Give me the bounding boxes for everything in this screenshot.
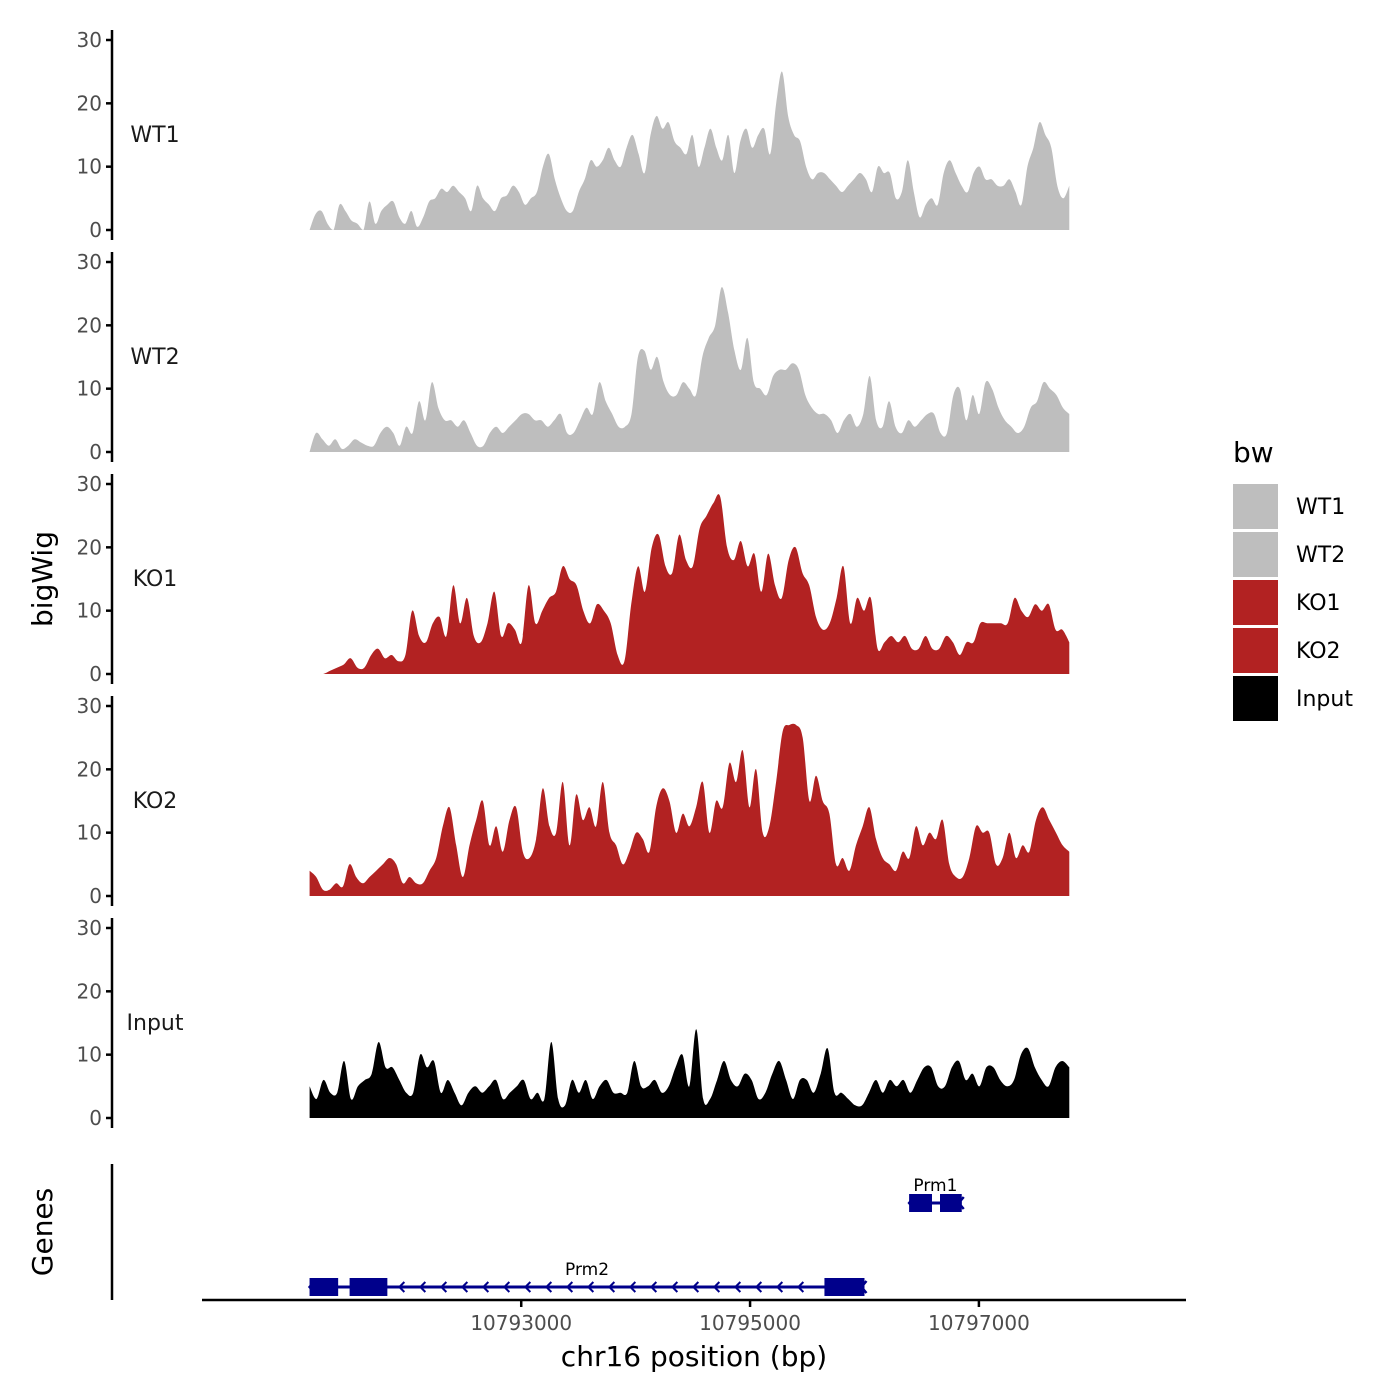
y-tick-label: 10: [77, 155, 102, 179]
legend-swatch-input: [1233, 676, 1278, 721]
gene-models: Prm1 Prm2: [307, 1176, 965, 1296]
strand-arrow: [397, 1281, 406, 1293]
legend-title: bw: [1233, 436, 1274, 469]
x-axis: 10793000 10795000 10797000 chr16 position …: [202, 1298, 1186, 1373]
track-wt2: 0 10 20 30 WT2: [77, 250, 1070, 464]
x-tick-label: 10797000: [928, 1311, 1030, 1335]
strand-arrow: [607, 1281, 616, 1293]
legend-item-ko2: KO2: [1233, 628, 1341, 673]
legend-swatch-wt2: [1233, 532, 1278, 577]
y-tick-label: 30: [77, 472, 102, 496]
y-tick-label: 30: [77, 250, 102, 274]
y-tick-label: 30: [77, 28, 102, 52]
exon-block: [940, 1194, 962, 1212]
strand-arrow: [523, 1281, 532, 1293]
legend: bw WT1 WT2 KO1 KO2 Input: [1233, 436, 1353, 721]
strand-arrow: [544, 1281, 553, 1293]
track-input: 0 10 20 30 Input: [77, 916, 1070, 1130]
area-series-ko1: [309, 494, 1070, 674]
legend-label-input: Input: [1296, 687, 1353, 712]
strand-arrow: [691, 1281, 700, 1293]
legend-swatch-wt1: [1233, 484, 1278, 529]
track-ko2: 0 10 20 30 KO2: [77, 694, 1070, 908]
legend-items: WT1 WT2 KO1 KO2 Input: [1233, 484, 1353, 721]
gene-prm1: Prm1: [907, 1176, 965, 1212]
track-label-wt2: WT2: [130, 345, 179, 370]
strand-arrow: [733, 1281, 742, 1293]
y-tick-label: 10: [77, 821, 102, 845]
x-tick-label: 10793000: [470, 1311, 572, 1335]
exon-block: [824, 1278, 865, 1296]
x-ticks: 10793000 10795000 10797000: [470, 1300, 1030, 1335]
track-label-ko2: KO2: [133, 789, 178, 814]
y-tick-label: 0: [89, 218, 102, 242]
legend-swatch-ko1: [1233, 580, 1278, 625]
legend-item-input: Input: [1233, 676, 1353, 721]
strand-arrow: [628, 1281, 637, 1293]
exon-block: [309, 1278, 339, 1296]
exon-block: [909, 1194, 932, 1212]
x-tick-label: 10795000: [699, 1311, 801, 1335]
strand-arrow: [565, 1281, 574, 1293]
strand-arrow: [502, 1281, 511, 1293]
y-tick-label: 10: [77, 377, 102, 401]
gene-label-prm2: Prm2: [565, 1260, 609, 1280]
y-tick-label: 20: [77, 313, 102, 337]
genes-axis-title: Genes: [26, 1188, 59, 1276]
legend-label-wt1: WT1: [1296, 495, 1345, 520]
legend-label-ko2: KO2: [1296, 639, 1341, 664]
legend-label-wt2: WT2: [1296, 543, 1345, 568]
area-series-input: [309, 1029, 1070, 1118]
y-tick-label: 10: [77, 599, 102, 623]
strand-arrow: [586, 1281, 595, 1293]
y-tick-label: 20: [77, 757, 102, 781]
strand-arrow: [481, 1281, 490, 1293]
track-ko1: 0 10 20 30 KO1: [77, 472, 1070, 686]
track-label-wt1: WT1: [130, 123, 179, 148]
legend-item-wt2: WT2: [1233, 532, 1345, 577]
x-axis-title: chr16 position (bp): [561, 1340, 827, 1373]
y-tick-label: 0: [89, 440, 102, 464]
area-series-wt2: [309, 287, 1070, 452]
y-tick-label: 20: [77, 91, 102, 115]
strand-arrow: [670, 1281, 679, 1293]
area-series-wt1: [309, 71, 1070, 230]
area-series-ko2: [309, 723, 1070, 896]
track-label-ko1: KO1: [133, 567, 178, 592]
strand-arrow: [649, 1281, 658, 1293]
y-tick-label: 30: [77, 694, 102, 718]
y-tick-label: 10: [77, 1043, 102, 1067]
legend-swatch-ko2: [1233, 628, 1278, 673]
strand-arrow: [418, 1281, 427, 1293]
strand-arrow: [712, 1281, 721, 1293]
gene-prm2: Prm2: [307, 1260, 868, 1296]
y-tick-label: 30: [77, 916, 102, 940]
track-label-input: Input: [127, 1011, 184, 1036]
y-tick-label: 20: [77, 535, 102, 559]
strand-arrow: [439, 1281, 448, 1293]
y-axis-title: bigWig: [26, 531, 59, 627]
strand-arrow: [754, 1281, 763, 1293]
legend-item-wt1: WT1: [1233, 484, 1345, 529]
legend-label-ko1: KO1: [1296, 591, 1341, 616]
y-tick-label: 20: [77, 979, 102, 1003]
strand-arrow: [775, 1281, 784, 1293]
y-tick-label: 0: [89, 1106, 102, 1130]
legend-item-ko1: KO1: [1233, 580, 1341, 625]
strand-arrow: [796, 1281, 805, 1293]
y-tick-label: 0: [89, 662, 102, 686]
gene-label-prm1: Prm1: [913, 1176, 957, 1196]
track-wt1: 0 10 20 30 WT1: [77, 28, 1070, 242]
gene-panel: Genes Prm1 Prm2: [26, 1164, 965, 1300]
track-panels: 0 10 20 30 WT1 0 10 20 30 WT2 0 10 20 30 KO1 0 10 20 30 KO2…: [77, 28, 1070, 1130]
y-tick-label: 0: [89, 884, 102, 908]
strand-arrow: [460, 1281, 469, 1293]
exon-block: [349, 1278, 388, 1296]
